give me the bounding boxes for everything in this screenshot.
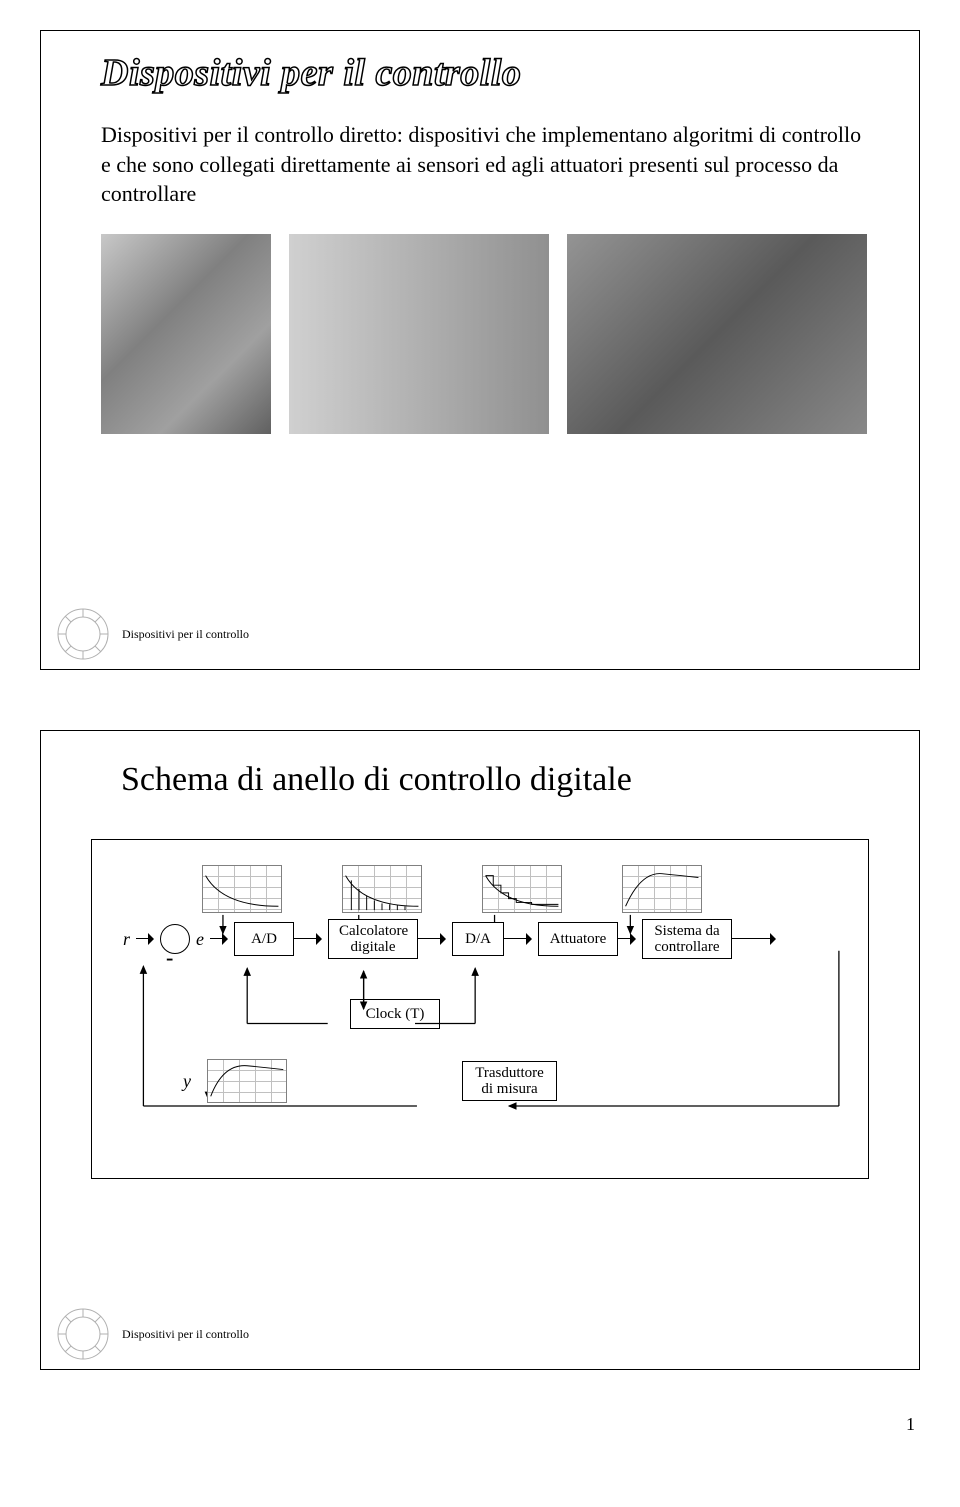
slide-2: Schema di anello di controllo digitale [40, 730, 920, 1370]
signal-r: r [123, 929, 130, 950]
slide2-title: Schema di anello di controllo digitale [121, 761, 889, 799]
university-seal-icon [56, 1307, 110, 1361]
arrow-icon [618, 933, 642, 945]
arrow-icon [418, 933, 452, 945]
calc-line1: Calcolatore [339, 923, 407, 940]
block-sistema: Sistema da controllare [642, 919, 732, 959]
tras-line1: Trasduttore [473, 1065, 546, 1082]
control-loop-diagram: r - e A/D Calcolatore digitale D/A Attua… [91, 839, 869, 1179]
mini-chart-1 [202, 865, 282, 913]
block-attuatore: Attuatore [538, 922, 618, 956]
slide2-footer-text: Dispositivi per il controllo [122, 1327, 249, 1342]
arrow-icon [294, 933, 328, 945]
arrow-icon [210, 933, 234, 945]
sys-line2: controllare [653, 939, 721, 956]
page-number: 1 [906, 1414, 915, 1435]
block-calcolatore: Calcolatore digitale [328, 919, 418, 959]
block-trasduttore: Trasduttore di misura [462, 1061, 557, 1101]
clock-row: Clock (T) [350, 999, 853, 1029]
slide2-footer: Dispositivi per il controllo [56, 1307, 249, 1361]
signal-e: e [196, 929, 204, 950]
photo-row [101, 234, 889, 434]
mini-chart-2 [342, 865, 422, 913]
slide1-footer-text: Dispositivi per il controllo [122, 627, 249, 642]
mini-chart-y [207, 1059, 287, 1103]
mini-chart-row [202, 865, 853, 913]
block-flow-row: r - e A/D Calcolatore digitale D/A Attua… [117, 919, 853, 959]
photo-microchip [101, 234, 271, 434]
block-da: D/A [452, 922, 504, 956]
arrow-icon [732, 933, 782, 945]
sys-line1: Sistema da [653, 923, 721, 940]
arrow-icon [136, 933, 160, 945]
minus-sign: - [166, 945, 173, 971]
photo-lab [567, 234, 867, 434]
university-seal-icon [56, 607, 110, 661]
mini-chart-3 [482, 865, 562, 913]
block-ad: A/D [234, 922, 294, 956]
signal-y: y [183, 1071, 191, 1092]
summing-junction: - [160, 924, 190, 954]
slide1-title: Dispositivi per il controllo [101, 51, 889, 95]
arrow-icon [504, 933, 538, 945]
photo-plc [289, 234, 549, 434]
slide1-body: Dispositivi per il controllo diretto: di… [101, 120, 869, 209]
slide1-footer: Dispositivi per il controllo [56, 607, 249, 661]
mini-chart-4 [622, 865, 702, 913]
calc-line2: digitale [339, 939, 407, 956]
tras-line2: di misura [473, 1081, 546, 1098]
feedback-row: y Trasduttore di misura [177, 1059, 853, 1103]
slide-1: Dispositivi per il controllo Dispositivi… [40, 30, 920, 670]
block-clock: Clock (T) [350, 999, 440, 1029]
